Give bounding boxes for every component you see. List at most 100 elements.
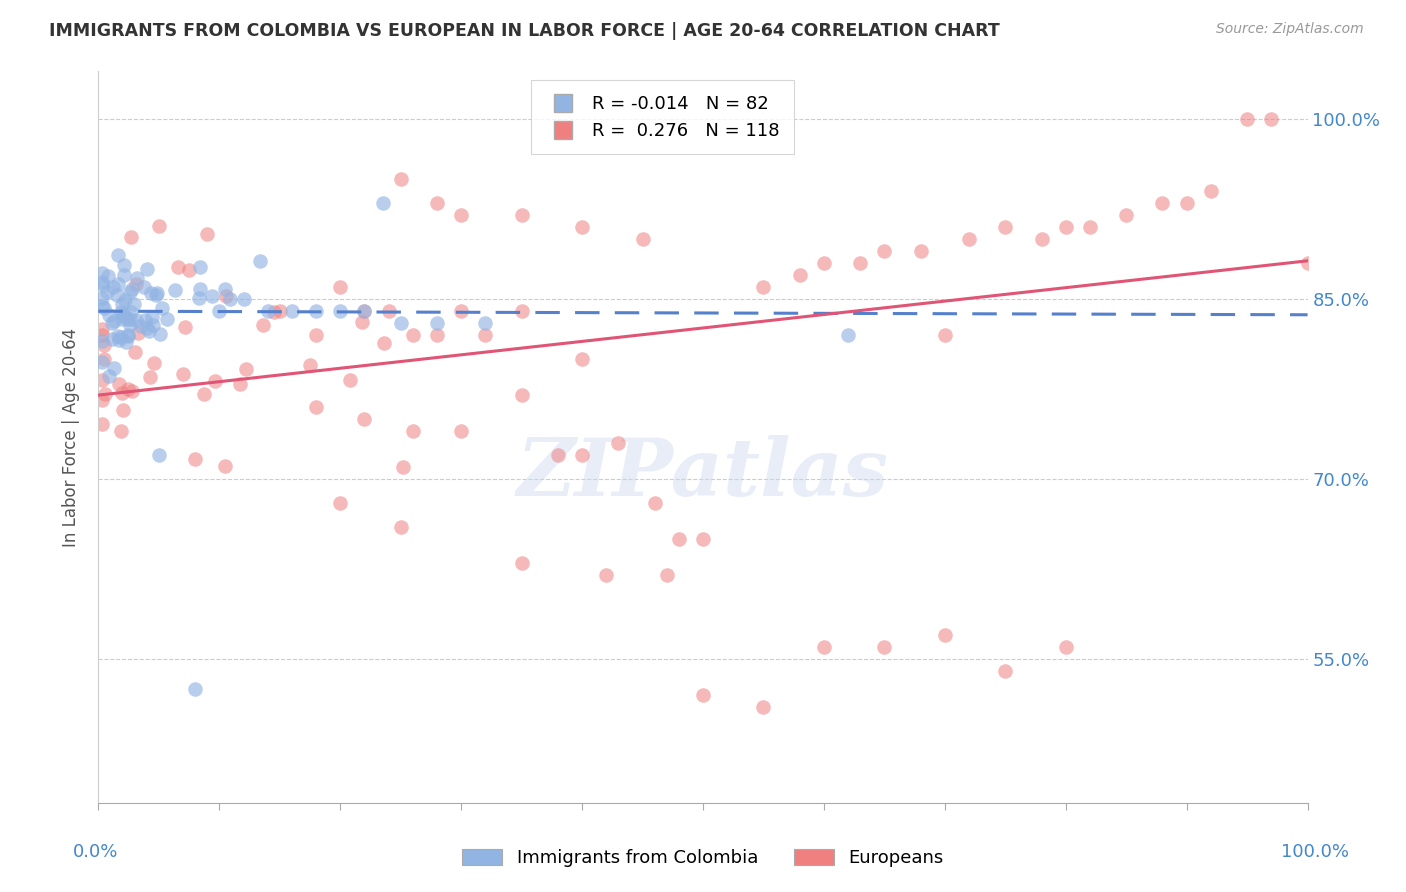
Point <box>232 292 254 306</box>
Point <box>631 232 654 246</box>
Point <box>655 568 678 582</box>
Point <box>148 219 170 234</box>
Point <box>118 318 141 332</box>
Point <box>249 254 271 268</box>
Point <box>91 328 114 343</box>
Point <box>146 286 169 301</box>
Point <box>118 312 141 326</box>
Point <box>474 328 496 343</box>
Point <box>124 345 146 359</box>
Point <box>269 304 291 318</box>
Point <box>752 280 775 294</box>
Point <box>204 374 226 388</box>
Point <box>107 329 129 343</box>
Point <box>873 640 896 654</box>
Point <box>1296 256 1319 270</box>
Text: ZIPatlas: ZIPatlas <box>517 435 889 512</box>
Point <box>298 358 321 372</box>
Point <box>377 304 399 318</box>
Point <box>91 393 114 408</box>
Point <box>873 244 896 259</box>
Legend: Immigrants from Colombia, Europeans: Immigrants from Colombia, Europeans <box>456 841 950 874</box>
Point <box>91 276 114 290</box>
Point <box>100 332 122 346</box>
Point <box>112 268 135 282</box>
Point <box>389 172 412 186</box>
Point <box>510 388 533 402</box>
Point <box>107 277 129 292</box>
Point <box>219 293 242 307</box>
Point <box>117 328 139 343</box>
Point <box>215 289 238 303</box>
Point <box>607 436 630 450</box>
Legend: R = -0.014   N = 82, R =  0.276   N = 118: R = -0.014 N = 82, R = 0.276 N = 118 <box>530 80 794 154</box>
Point <box>263 305 285 319</box>
Point <box>994 664 1017 678</box>
Point <box>124 296 146 310</box>
Point <box>329 304 352 318</box>
Point <box>1031 232 1053 246</box>
Point <box>125 313 148 327</box>
Point <box>571 352 593 367</box>
Point <box>1054 640 1077 654</box>
Point <box>789 268 811 283</box>
Point <box>389 520 412 534</box>
Point <box>692 532 714 546</box>
Point <box>1054 220 1077 235</box>
Point <box>813 640 835 654</box>
Point <box>120 230 142 244</box>
Point <box>134 312 156 326</box>
Point <box>165 283 187 297</box>
Point <box>1078 220 1101 235</box>
Point <box>177 263 200 277</box>
Point <box>98 308 121 322</box>
Point <box>450 304 472 318</box>
Point <box>121 281 143 295</box>
Point <box>115 334 138 349</box>
Point <box>93 301 115 316</box>
Point <box>127 326 149 340</box>
Point <box>1175 196 1198 211</box>
Point <box>94 387 117 401</box>
Point <box>141 310 163 325</box>
Point <box>108 376 131 391</box>
Point <box>910 244 932 259</box>
Point <box>1260 112 1282 127</box>
Point <box>339 373 361 387</box>
Point <box>1236 112 1258 127</box>
Point <box>117 382 139 396</box>
Point <box>353 412 375 426</box>
Point <box>91 417 114 431</box>
Text: 100.0%: 100.0% <box>1281 843 1348 861</box>
Point <box>121 384 143 398</box>
Point <box>195 227 218 242</box>
Point <box>547 448 569 462</box>
Point <box>1199 184 1222 198</box>
Point <box>305 400 328 414</box>
Point <box>668 532 690 546</box>
Point <box>957 232 980 246</box>
Point <box>256 304 278 318</box>
Point <box>174 319 197 334</box>
Point <box>934 628 956 642</box>
Point <box>188 282 211 296</box>
Point <box>111 297 134 311</box>
Point <box>101 280 124 294</box>
Point <box>849 256 872 270</box>
Point <box>111 385 134 400</box>
Point <box>118 285 141 300</box>
Point <box>111 311 134 326</box>
Point <box>201 289 224 303</box>
Point <box>142 356 165 370</box>
Point <box>136 262 159 277</box>
Point <box>305 328 328 343</box>
Point <box>107 333 129 347</box>
Point <box>138 370 160 384</box>
Point <box>571 448 593 462</box>
Point <box>353 304 375 318</box>
Point <box>934 328 956 343</box>
Point <box>373 336 395 351</box>
Point <box>91 266 114 280</box>
Point <box>353 304 375 318</box>
Point <box>156 311 179 326</box>
